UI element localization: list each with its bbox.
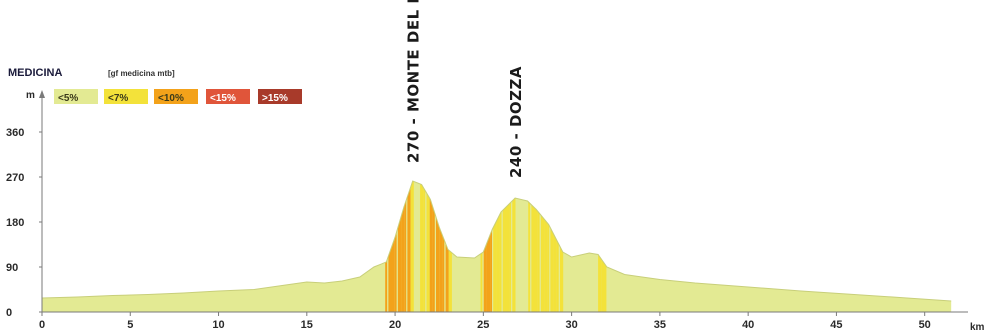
gradient-band: [388, 181, 392, 312]
peak-annotations: 270 - MONTE DEL RE 240 - DOZZA: [405, 0, 525, 178]
legend-label: <7%: [108, 93, 128, 104]
gradient-band: [439, 181, 443, 312]
gradient-band: [448, 181, 452, 312]
gradient-band: [601, 181, 605, 312]
gradient-band: [502, 181, 506, 312]
gradient-band: [540, 181, 545, 312]
legend-swatch: [104, 89, 148, 104]
gradient-band: [509, 181, 511, 312]
gradient-band: [505, 181, 510, 312]
gradient-band: [486, 181, 491, 312]
x-axis-unit: km: [970, 322, 985, 332]
legend-swatch: [154, 89, 198, 104]
x-tick-label: 25: [477, 319, 489, 331]
gradient-band: [534, 181, 538, 312]
x-tick-label: 5: [127, 319, 133, 331]
gradient-band: [528, 181, 531, 312]
gradient-band: [480, 181, 483, 312]
y-tick-label: 180: [6, 217, 24, 229]
gradient-band: [426, 181, 430, 312]
gradient-band: [496, 181, 500, 312]
gradient-band: [401, 181, 405, 312]
legend: <5% <7% <10% <15% >15%: [54, 89, 302, 104]
chart-title: MEDICINA: [8, 67, 62, 79]
x-tick-label: 10: [212, 319, 224, 331]
y-tick-label: 360: [6, 127, 24, 139]
gradient-band: [547, 181, 550, 312]
gradient-band: [490, 181, 492, 312]
x-tick-label: 35: [654, 319, 666, 331]
gradient-band: [397, 181, 402, 312]
gradient-band: [429, 181, 433, 312]
gradient-band: [442, 181, 445, 312]
chart-subtitle: [gf medicina mtb]: [108, 69, 175, 78]
x-tick-label: 30: [565, 319, 577, 331]
gradient-band: [436, 181, 440, 312]
gradient-band: [445, 181, 449, 312]
legend-label: >15%: [262, 93, 288, 104]
gradient-band: [493, 181, 497, 312]
y-tick-label: 90: [6, 262, 18, 274]
gradient-band: [560, 181, 564, 312]
gradient-band: [404, 181, 407, 312]
gradient-band: [544, 181, 548, 312]
gradient-band: [499, 181, 502, 312]
gradient-band: [512, 181, 516, 312]
gradient-band: [420, 181, 424, 312]
legend-label: <10%: [158, 93, 184, 104]
x-axis-ticks: 0 5 10 15 20 25 30 35 40 45 50: [39, 312, 931, 331]
gradient-band: [432, 181, 435, 312]
gradient-band: [394, 181, 397, 312]
gradient-band: [556, 181, 559, 312]
gradient-band: [423, 181, 426, 312]
gradient-band: [385, 181, 388, 312]
y-tick-label: 270: [6, 172, 24, 184]
y-axis-arrow: [39, 90, 45, 98]
profile-outline: [41, 180, 952, 302]
peak-label: 240 - DOZZA: [507, 66, 525, 178]
x-tick-label: 15: [301, 319, 313, 331]
gradient-band: [483, 181, 487, 312]
y-axis-ticks: 0 90 180 270 360: [6, 127, 42, 319]
x-tick-label: 50: [919, 319, 931, 331]
gradient-bands: [42, 181, 952, 312]
x-tick-label: 20: [389, 319, 401, 331]
legend-swatch: [258, 89, 302, 104]
gradient-band: [391, 181, 395, 312]
legend-swatch: [54, 89, 98, 104]
x-tick-label: 45: [830, 319, 842, 331]
gradient-band: [531, 181, 535, 312]
y-tick-label: 0: [6, 307, 12, 319]
x-tick-label: 40: [742, 319, 754, 331]
gradient-band: [407, 181, 411, 312]
peak-label: 270 - MONTE DEL RE: [405, 0, 423, 163]
gradient-band: [410, 181, 414, 312]
legend-swatch: [206, 89, 250, 104]
legend-label: <5%: [58, 93, 78, 104]
gradient-band: [537, 181, 540, 312]
gradient-band: [550, 181, 554, 312]
legend-label: <15%: [210, 93, 236, 104]
y-axis-unit: m: [26, 90, 35, 101]
gradient-band: [553, 181, 557, 312]
gradient-band: [598, 181, 602, 312]
x-tick-label: 0: [39, 319, 45, 331]
